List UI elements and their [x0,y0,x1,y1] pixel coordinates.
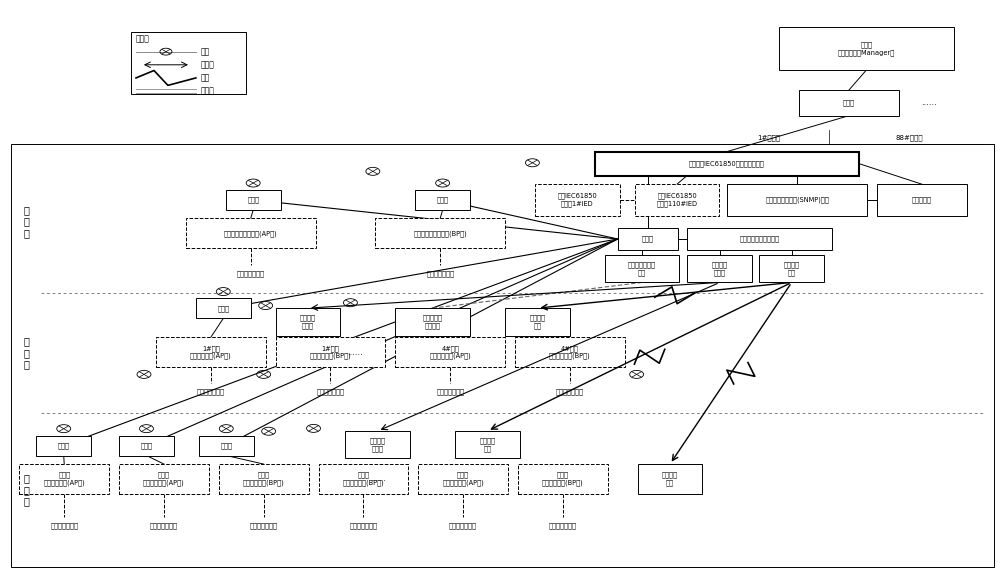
Text: 过程层
网络通信装置(BP网): 过程层 网络通信装置(BP网) [542,472,584,486]
Bar [226,190,281,210]
Bar [131,32,246,95]
Text: 4#间隔
网络通信装置(AP网): 4#间隔 网络通信装置(AP网) [429,345,471,359]
Text: 过程层
网络通信装置(BP网): 过程层 网络通信装置(BP网) [243,472,285,486]
Text: 无线: 无线 [201,73,210,83]
Text: 电力线载波
通信装置: 电力线载波 通信装置 [423,315,443,329]
Text: 1#间隔
网络通信装置(AP网): 1#间隔 网络通信装置(AP网) [190,345,232,359]
Text: 过程层
网络通信装置(AP网): 过程层 网络通信装置(AP网) [442,472,484,486]
Text: 电力线载波通信
装置: 电力线载波通信 装置 [628,262,656,276]
Text: 站控层网络通信装置(BP网): 站控层网络通信装置(BP网) [413,230,467,236]
Text: 可见光通
信装置: 可见光通 信装置 [712,262,728,276]
Text: 连接过程层设备: 连接过程层设备 [150,522,178,529]
Text: 可见光通
信装置: 可见光通 信装置 [300,315,316,329]
Bar [727,184,867,216]
Text: 光纤: 光纤 [201,47,210,56]
Bar [687,255,752,282]
Text: 光端机: 光端机 [140,442,152,449]
Text: 可见光通
信装置: 可见光通 信装置 [370,437,386,452]
Text: 过程层
网络通信装置(AP网): 过程层 网络通信装置(AP网) [143,472,185,486]
Bar [515,338,625,367]
Text: 连接间隔层设备: 连接间隔层设备 [556,388,584,395]
Bar [319,464,408,494]
Bar [36,436,91,456]
Bar [595,152,859,176]
Text: 无线通信
装置: 无线通信 装置 [784,262,800,276]
Text: 符合IEC61850
协议的110#IED: 符合IEC61850 协议的110#IED [657,193,698,207]
Bar [395,338,505,367]
Bar [687,228,832,250]
Bar [196,298,251,319]
Bar [799,90,899,115]
Text: ......: ...... [370,475,386,483]
Bar [455,431,520,459]
Text: 间
隔
层: 间 隔 层 [23,336,29,369]
Text: ......: ...... [348,348,363,356]
Bar [618,228,678,250]
Bar [418,464,508,494]
Bar [186,219,316,248]
Text: 符合IEC61850
协议的1#IED: 符合IEC61850 协议的1#IED [557,193,597,207]
Text: 光端机: 光端机 [217,305,229,312]
Text: 光端机: 光端机 [437,196,449,203]
Text: 连接过程层设备: 连接过程层设备 [250,522,278,529]
Bar [375,219,505,248]
Bar [19,464,109,494]
Bar [877,184,967,216]
Bar [119,464,209,494]
Text: 光端机: 光端机 [247,196,259,203]
Bar [345,431,410,459]
Text: 无线通信
装置: 无线通信 装置 [529,315,545,329]
Bar [276,308,340,336]
Text: 可见光: 可见光 [201,60,215,69]
Text: 连接间隔层设备: 连接间隔层设备 [197,388,225,395]
Text: 4#间隔
网络通信装置(BP网): 4#间隔 网络通信装置(BP网) [549,345,591,359]
Text: 光端机: 光端机 [220,442,232,449]
Bar [119,436,174,456]
Text: 站控层网络通信装置(AP网): 站控层网络通信装置(AP网) [224,230,278,236]
Text: 过程层
网络通信装置(AP网): 过程层 网络通信装置(AP网) [43,472,85,486]
Text: 1#变电站: 1#变电站 [758,134,781,141]
Bar [518,464,608,494]
Text: 数据网: 数据网 [843,99,855,106]
Text: 连接站控层设备: 连接站控层设备 [237,270,265,277]
Text: ......: ...... [921,98,937,107]
Text: 光端机: 光端机 [58,442,70,449]
Bar [605,255,679,282]
Bar [415,190,470,210]
Text: 电力线: 电力线 [201,87,215,95]
Text: 光端机: 光端机 [642,236,654,242]
Bar [505,308,570,336]
Text: 过
程
层: 过 程 层 [23,473,29,506]
Bar [779,27,954,70]
Bar [11,144,994,567]
Bar [156,338,266,367]
Text: 无线通信
装置: 无线通信 装置 [480,437,496,452]
Text: 图例：: 图例： [136,34,150,43]
Bar [635,184,719,216]
Bar [199,436,254,456]
Text: 协议转换器: 协议转换器 [912,196,932,203]
Text: 站
控
层: 站 控 层 [23,205,29,238]
Text: 连接站控层设备: 连接站控层设备 [426,270,454,277]
Bar [535,184,620,216]
Text: 连接间隔层设备: 连接间隔层设备 [436,388,464,395]
Bar [276,338,385,367]
Text: 1#间隔
网络通信装置(BP网): 1#间隔 网络通信装置(BP网) [310,345,351,359]
Text: 简单网络管理协议(SNMP)接口: 简单网络管理协议(SNMP)接口 [765,196,829,203]
Bar [638,464,702,494]
Text: 站内符合IEC61850协议的管理平台: 站内符合IEC61850协议的管理平台 [689,160,765,167]
Text: 连接过程层设备: 连接过程层设备 [50,522,78,529]
Text: 连接间隔层设备: 连接间隔层设备 [316,388,344,395]
Bar [395,308,470,336]
Bar [219,464,309,494]
Text: 变电站内集中监控装置: 变电站内集中监控装置 [740,236,780,242]
Text: 88#变电站: 88#变电站 [895,134,923,141]
Text: 无线通信
装置: 无线通信 装置 [662,472,678,486]
Text: 连接过程层设备: 连接过程层设备 [449,522,477,529]
Text: 过程层
网络通信装置(BP网): 过程层 网络通信装置(BP网) [343,472,384,486]
Bar [759,255,824,282]
Text: 主站端
远程管理者（Manager）: 主站端 远程管理者（Manager） [838,41,895,56]
Text: 连接过程层设备: 连接过程层设备 [549,522,577,529]
Text: 连接过程层设备: 连接过程层设备 [349,522,377,529]
